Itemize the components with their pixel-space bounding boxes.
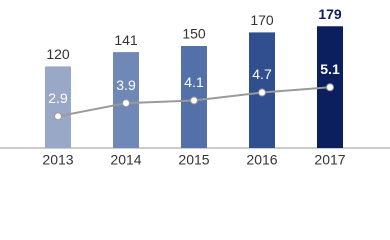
x-tick-label: 2017 [314, 152, 345, 168]
bar-value-label: 141 [114, 32, 138, 48]
chart: 120 2013 141 2014 150 2015 170 2016 179 2017 2.9 3.… [0, 6, 390, 168]
line-value-label: 4.1 [184, 74, 204, 90]
bar-value-label: 150 [182, 26, 206, 42]
x-tick-label: 2014 [110, 152, 141, 168]
line-value-label: 2.9 [48, 90, 68, 106]
line-point [122, 99, 130, 108]
line-point [190, 96, 198, 105]
bar-value-label: 170 [250, 12, 274, 28]
line-value-label: 4.7 [252, 66, 272, 82]
bar-value-label: 120 [46, 46, 70, 62]
line-point [54, 112, 62, 121]
x-tick-label: 2015 [178, 152, 209, 168]
line-point [326, 83, 334, 92]
bar [45, 66, 71, 148]
x-tick-label: 2013 [42, 152, 73, 168]
line-value-label: 5.1 [320, 61, 340, 77]
line-value-label: 3.9 [116, 77, 136, 93]
x-tick-label: 2016 [246, 152, 277, 168]
line-point [258, 88, 266, 97]
bar-value-label: 179 [318, 6, 342, 22]
